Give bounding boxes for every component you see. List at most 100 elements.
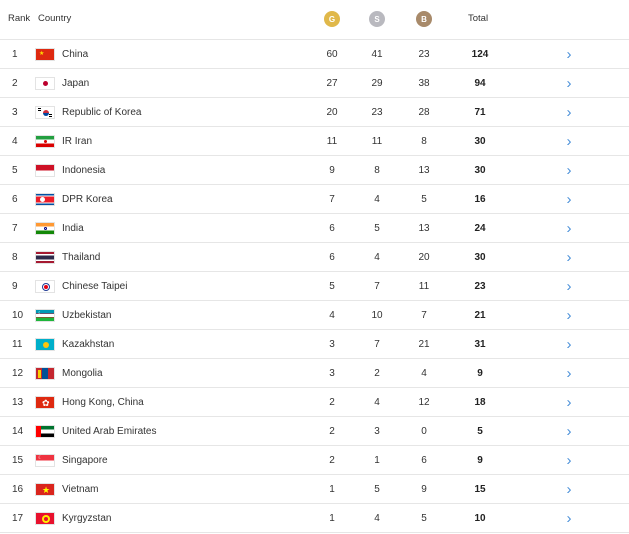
- bronze-count: 6: [421, 454, 427, 466]
- table-header: Rank Country G S B Total: [0, 0, 629, 40]
- chevron-right-icon[interactable]: ›: [566, 74, 572, 92]
- gold-count: 11: [326, 135, 338, 147]
- silver-count: 4: [374, 251, 380, 263]
- total-column-header: Total: [468, 13, 489, 24]
- gold-count: 2: [329, 396, 335, 408]
- total-count: 21: [474, 309, 486, 321]
- china-flag-icon: ★: [35, 47, 55, 61]
- country-name: Chinese Taipei: [62, 280, 128, 292]
- country-name: India: [62, 222, 84, 234]
- rank-cell: 16: [12, 483, 24, 495]
- table-row[interactable]: 13 ✿ Hong Kong, China 2 4 12 18 ›: [0, 388, 629, 417]
- table-row[interactable]: 15 ☾ Singapore 2 1 6 9 ›: [0, 446, 629, 475]
- country-name: Kazakhstan: [62, 338, 115, 350]
- gold-count: 3: [329, 338, 335, 350]
- gold-medal-icon: G: [324, 11, 340, 27]
- table-row[interactable]: 9 Chinese Taipei 5 7 11 23 ›: [0, 272, 629, 301]
- total-count: 10: [474, 512, 486, 524]
- table-row[interactable]: 3 Republic of Korea 20 23 28 71 ›: [0, 98, 629, 127]
- gold-count: 27: [326, 77, 338, 89]
- kazakhstan-flag-icon: [35, 337, 55, 351]
- silver-count: 4: [374, 396, 380, 408]
- rank-cell: 2: [12, 77, 18, 89]
- table-row[interactable]: 11 Kazakhstan 3 7 21 31 ›: [0, 330, 629, 359]
- chevron-right-icon[interactable]: ›: [566, 277, 572, 295]
- bronze-count: 20: [418, 251, 430, 263]
- table-row[interactable]: 2 Japan 27 29 38 94 ›: [0, 69, 629, 98]
- total-count: 71: [474, 106, 486, 118]
- table-row[interactable]: 10 ☾ Uzbekistan 4 10 7 21 ›: [0, 301, 629, 330]
- chevron-right-icon[interactable]: ›: [566, 190, 572, 208]
- rank-cell: 13: [12, 396, 24, 408]
- gold-count: 1: [329, 512, 335, 524]
- chevron-right-icon[interactable]: ›: [566, 422, 572, 440]
- gold-count: 6: [329, 222, 335, 234]
- country-name: Uzbekistan: [62, 309, 112, 321]
- rank-column-header: Rank: [8, 13, 31, 24]
- table-row[interactable]: 7 India 6 5 13 24 ›: [0, 214, 629, 243]
- chevron-right-icon[interactable]: ›: [566, 364, 572, 382]
- rank-cell: 7: [12, 222, 18, 234]
- vietnam-flag-icon: ★: [35, 482, 55, 496]
- chevron-right-icon[interactable]: ›: [566, 335, 572, 353]
- rank-cell: 15: [12, 454, 24, 466]
- chevron-right-icon[interactable]: ›: [566, 480, 572, 498]
- japan-flag-icon: [35, 76, 55, 90]
- chevron-right-icon[interactable]: ›: [566, 306, 572, 324]
- country-name: Japan: [62, 77, 90, 89]
- chevron-right-icon[interactable]: ›: [566, 161, 572, 179]
- silver-count: 2: [374, 367, 380, 379]
- gold-count: 2: [329, 425, 335, 437]
- bronze-count: 13: [418, 164, 430, 176]
- gold-count: 60: [326, 48, 338, 60]
- chevron-right-icon[interactable]: ›: [566, 45, 572, 63]
- total-count: 30: [474, 164, 486, 176]
- rank-cell: 3: [12, 106, 18, 118]
- table-row[interactable]: 16 ★ Vietnam 1 5 9 15 ›: [0, 475, 629, 504]
- gold-count: 1: [329, 483, 335, 495]
- country-name: Singapore: [62, 454, 108, 466]
- silver-count: 5: [374, 222, 380, 234]
- uzbekistan-flag-icon: ☾: [35, 308, 55, 322]
- rank-cell: 5: [12, 164, 18, 176]
- bronze-medal-icon: B: [416, 11, 432, 27]
- country-name: Mongolia: [62, 367, 103, 379]
- chevron-right-icon[interactable]: ›: [566, 103, 572, 121]
- bronze-count: 8: [421, 135, 427, 147]
- chevron-right-icon[interactable]: ›: [566, 451, 572, 469]
- silver-count: 3: [374, 425, 380, 437]
- country-name: China: [62, 48, 89, 60]
- gold-count: 2: [329, 454, 335, 466]
- rank-cell: 17: [12, 512, 24, 524]
- table-row[interactable]: 4 IR Iran 11 11 8 30 ›: [0, 127, 629, 156]
- total-count: 30: [474, 251, 486, 263]
- chevron-right-icon[interactable]: ›: [566, 248, 572, 266]
- korea-flag-icon: [35, 105, 55, 119]
- table-row[interactable]: 6 DPR Korea 7 4 5 16 ›: [0, 185, 629, 214]
- table-row[interactable]: 17 Kyrgyzstan 1 4 5 10 ›: [0, 504, 629, 533]
- bronze-count: 0: [421, 425, 427, 437]
- chevron-right-icon[interactable]: ›: [566, 393, 572, 411]
- total-count: 15: [474, 483, 486, 495]
- silver-count: 5: [374, 483, 380, 495]
- chevron-right-icon[interactable]: ›: [566, 132, 572, 150]
- table-row[interactable]: 1 ★ China 60 41 23 124 ›: [0, 40, 629, 69]
- bronze-count: 12: [418, 396, 430, 408]
- bronze-count: 23: [418, 48, 430, 60]
- bronze-count: 9: [421, 483, 427, 495]
- rank-cell: 12: [12, 367, 24, 379]
- silver-count: 4: [374, 193, 380, 205]
- table-row[interactable]: 5 Indonesia 9 8 13 30 ›: [0, 156, 629, 185]
- chevron-right-icon[interactable]: ›: [566, 509, 572, 527]
- chevron-right-icon[interactable]: ›: [566, 219, 572, 237]
- table-row[interactable]: 14 United Arab Emirates 2 3 0 5 ›: [0, 417, 629, 446]
- silver-count: 10: [371, 309, 383, 321]
- table-row[interactable]: 8 Thailand 6 4 20 30 ›: [0, 243, 629, 272]
- rank-cell: 11: [12, 338, 23, 350]
- dpr-korea-flag-icon: [35, 192, 55, 206]
- table-row[interactable]: 12 Mongolia 3 2 4 9 ›: [0, 359, 629, 388]
- chinese-taipei-flag-icon: [35, 279, 55, 293]
- country-name: Hong Kong, China: [62, 396, 144, 408]
- total-count: 18: [474, 396, 486, 408]
